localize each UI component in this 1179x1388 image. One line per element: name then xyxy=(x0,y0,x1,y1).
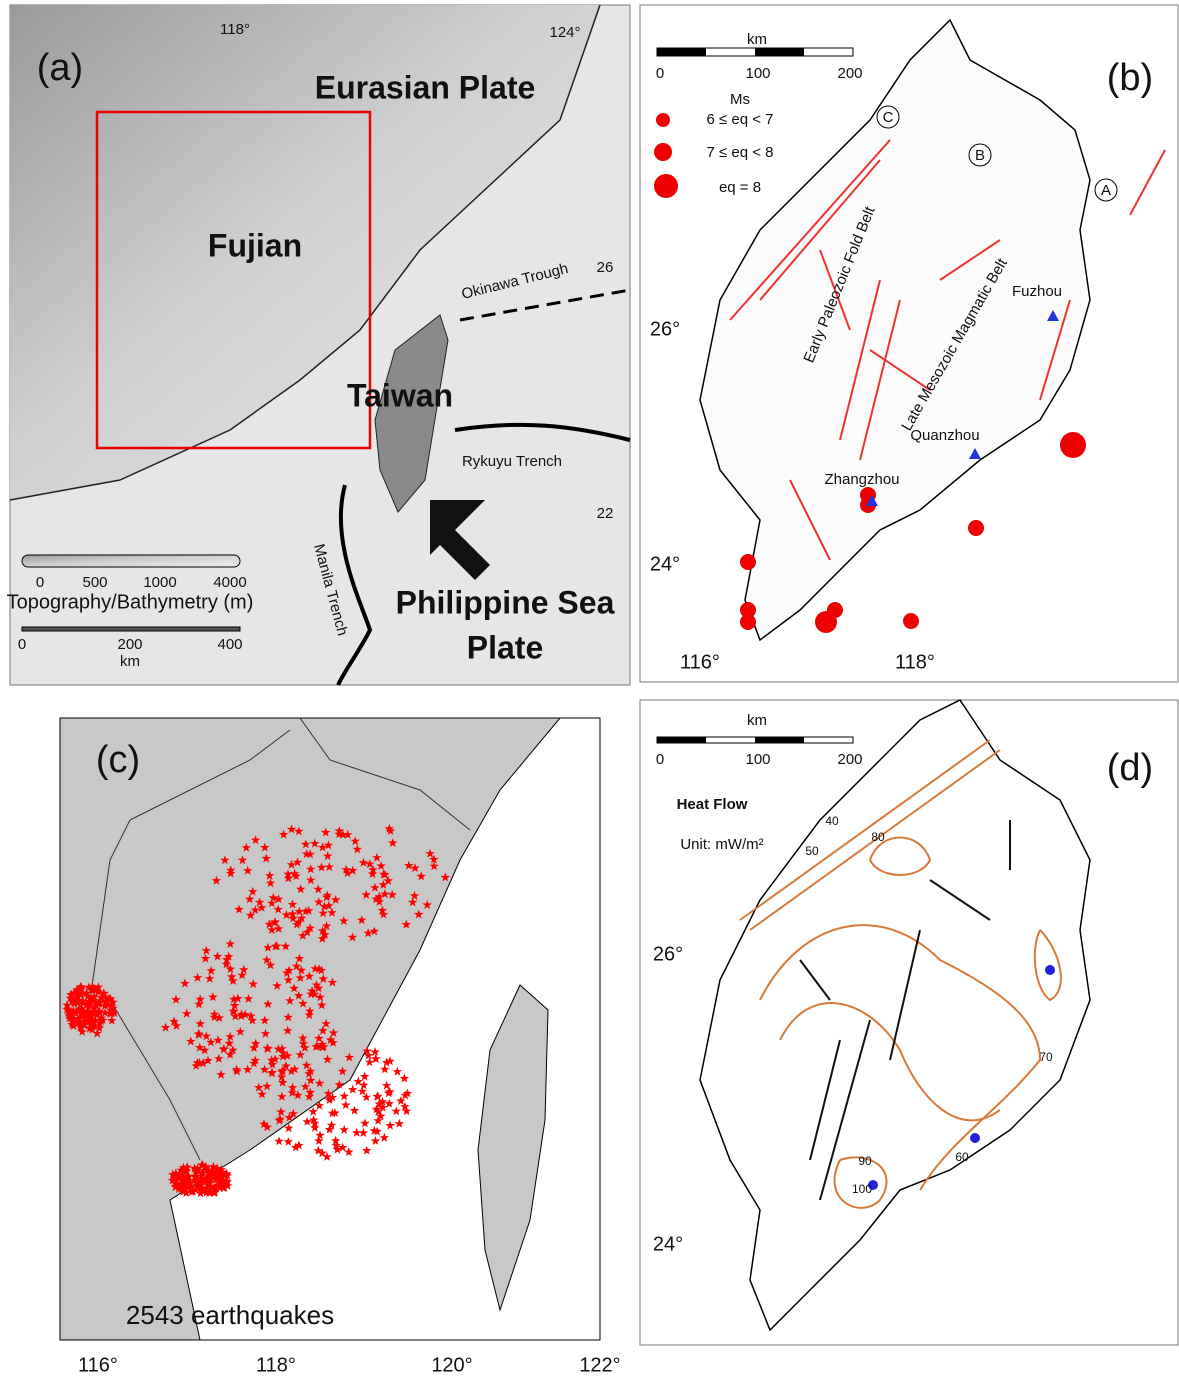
scalebar-unit: km xyxy=(747,31,767,48)
panel-d: (d) km Heat Flow Unit: mW/m² 26° 24° xyxy=(640,700,1178,1345)
scalebar-tick: 4000 xyxy=(213,574,246,591)
lon-label: 116° xyxy=(680,651,720,673)
scalebar-unit: km xyxy=(120,653,140,670)
plate-name: Plate xyxy=(467,629,543,665)
panel-label: (a) xyxy=(37,47,83,89)
province-name: Fujian xyxy=(208,227,302,263)
lon-label: 124° xyxy=(549,24,580,41)
panel-label: (c) xyxy=(96,739,140,781)
lat-label: 26° xyxy=(650,318,680,340)
lon-label: 118° xyxy=(256,1354,296,1376)
km-scalebar-segment xyxy=(657,48,706,56)
city-name: Fuzhou xyxy=(1012,283,1062,300)
scalebar-tick: 1000 xyxy=(143,574,176,591)
city-name: Quanzhou xyxy=(910,427,979,444)
panel-c: (c) 2543 earthquakes 116° 118° 120° 122° xyxy=(60,718,621,1376)
lon-label: 118° xyxy=(220,21,250,38)
panel-b: (b) km Ms 6 ≤ eq < 7 7 ≤ eq < 8 eq = 8 C… xyxy=(640,5,1178,682)
lat-label: 24° xyxy=(653,1233,683,1255)
legend-entry: eq = 8 xyxy=(719,179,761,196)
scalebar-tick: 500 xyxy=(82,574,107,591)
panel-label: (b) xyxy=(1107,57,1153,99)
unit-label: Unit: mW/m² xyxy=(680,836,763,853)
legend-symbol xyxy=(654,143,672,161)
legend-symbol xyxy=(654,174,678,198)
km-scalebar-segment xyxy=(755,737,804,743)
zone-letter: B xyxy=(975,147,985,164)
scalebar-tick: 100 xyxy=(745,751,770,768)
contour-label: 60 xyxy=(955,1150,969,1164)
scalebar-tick: 200 xyxy=(837,751,862,768)
lon-label: 122° xyxy=(579,1354,620,1376)
km-scalebar xyxy=(22,627,240,631)
contour-label: 50 xyxy=(805,844,819,858)
panel-label: (d) xyxy=(1107,747,1153,789)
scalebar-tick: 0 xyxy=(36,574,44,591)
legend-entry: 6 ≤ eq < 7 xyxy=(706,111,773,128)
plate-name: Philippine Sea xyxy=(396,584,615,620)
scalebar-unit: km xyxy=(747,712,767,729)
scalebar-tick: 0 xyxy=(656,751,664,768)
lat-label: 26 xyxy=(597,259,614,276)
km-scalebar-segment xyxy=(755,48,804,56)
map-title: Heat Flow xyxy=(677,796,748,813)
zone-letter: A xyxy=(1101,182,1111,199)
contour-label: 80 xyxy=(871,830,885,844)
legend-entry: 7 ≤ eq < 8 xyxy=(706,144,773,161)
scalebar-tick: 200 xyxy=(117,636,142,653)
scalebar-tick: 100 xyxy=(745,65,770,82)
km-scalebar-segment xyxy=(657,737,706,743)
figure: (a) 118° 124° Eurasian Plate Fujian Okin… xyxy=(0,0,1179,1383)
colorbar-title: Topography/Bathymetry (m) xyxy=(7,591,254,613)
lat-label: 26° xyxy=(653,943,683,965)
scalebar-tick: 400 xyxy=(217,636,242,653)
scalebar-tick: 200 xyxy=(837,65,862,82)
contour-label: 70 xyxy=(1039,1050,1053,1064)
legend-title: Ms xyxy=(730,91,750,108)
topo-colorbar xyxy=(22,555,240,567)
lon-label: 120° xyxy=(431,1354,472,1376)
island-name: Taiwan xyxy=(347,377,453,413)
scalebar-tick: 0 xyxy=(656,65,664,82)
lon-label: 116° xyxy=(78,1354,118,1376)
plate-name: Eurasian Plate xyxy=(315,69,536,105)
contour-label: 100 xyxy=(852,1182,872,1196)
city-name: Zhangzhou xyxy=(824,471,899,488)
lat-label: 24° xyxy=(650,553,680,575)
contour-label: 40 xyxy=(825,814,839,828)
legend-symbol xyxy=(656,113,670,127)
lon-label: 118° xyxy=(895,651,935,673)
trench-name: Rykuyu Trench xyxy=(462,453,562,470)
scalebar-tick: 0 xyxy=(18,636,26,653)
lat-label: 22 xyxy=(597,505,614,522)
caption: 2543 earthquakes xyxy=(126,1300,334,1330)
zone-letter: C xyxy=(883,109,894,126)
contour-label: 90 xyxy=(858,1154,872,1168)
